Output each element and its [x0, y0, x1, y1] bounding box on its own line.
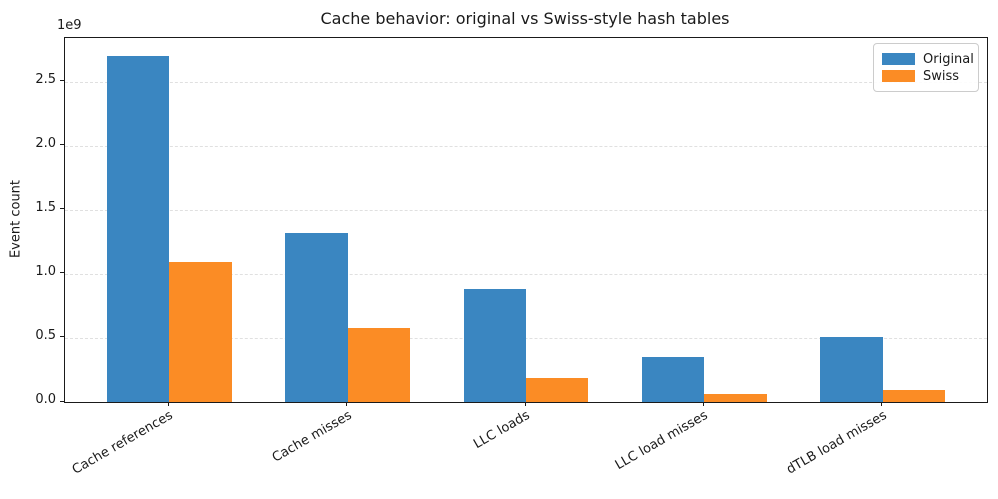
x-tick-mark [702, 402, 704, 406]
bar-swiss-4 [882, 390, 946, 402]
bar-original-2 [463, 289, 526, 402]
x-tick-label: LLC load misses [613, 408, 711, 474]
bar-original-1 [285, 232, 348, 402]
legend-item-swiss: Swiss [882, 68, 969, 84]
y-tick-label: 0.0 [35, 392, 56, 407]
bar-swiss-0 [169, 262, 232, 402]
gridline [65, 337, 987, 339]
y-tick-label: 2.5 [35, 71, 56, 87]
y-tick-mark [60, 208, 64, 210]
y-tick-mark [60, 400, 64, 402]
legend-label-swiss: Swiss [923, 68, 960, 84]
y-tick-mark [60, 336, 64, 338]
y-tick-mark [60, 144, 64, 146]
bar-swiss-3 [704, 394, 767, 402]
chart-title: Cache behavior: original vs Swiss-style … [320, 9, 730, 28]
x-tick-label: LLC loads [471, 408, 533, 453]
legend: Original Swiss [873, 43, 979, 92]
legend-swatch-swiss [882, 70, 915, 82]
y-tick-label: 1.5 [35, 199, 56, 215]
y-tick-mark [60, 272, 64, 274]
x-tick-mark [346, 402, 348, 406]
x-tick-mark [524, 402, 526, 406]
x-tick-mark [167, 402, 169, 406]
y-axis-offset-label: 1e9 [57, 18, 82, 33]
legend-swatch-original [882, 53, 915, 65]
legend-label-original: Original [923, 51, 974, 67]
x-tick-label: Cache misses [269, 408, 355, 466]
y-tick-mark [60, 80, 64, 82]
y-tick-label: 0.5 [35, 327, 56, 343]
y-axis-label: Event count [8, 179, 24, 259]
bar-swiss-2 [526, 377, 589, 402]
x-tick-mark [881, 402, 883, 406]
y-tick-label: 1.0 [35, 263, 56, 279]
bar-original-4 [820, 336, 883, 402]
x-tick-label: dTLB load misses [783, 408, 890, 478]
x-tick-label: Cache references [70, 408, 176, 478]
bar-original-0 [106, 55, 170, 402]
y-tick-label: 2.0 [35, 135, 56, 151]
plot-area [64, 37, 988, 403]
bar-original-3 [641, 357, 705, 402]
gridline [65, 209, 987, 211]
gridline [65, 81, 987, 83]
legend-item-original: Original [882, 51, 974, 67]
gridline [65, 273, 987, 275]
gridline [65, 145, 987, 147]
bar-swiss-1 [347, 327, 411, 402]
